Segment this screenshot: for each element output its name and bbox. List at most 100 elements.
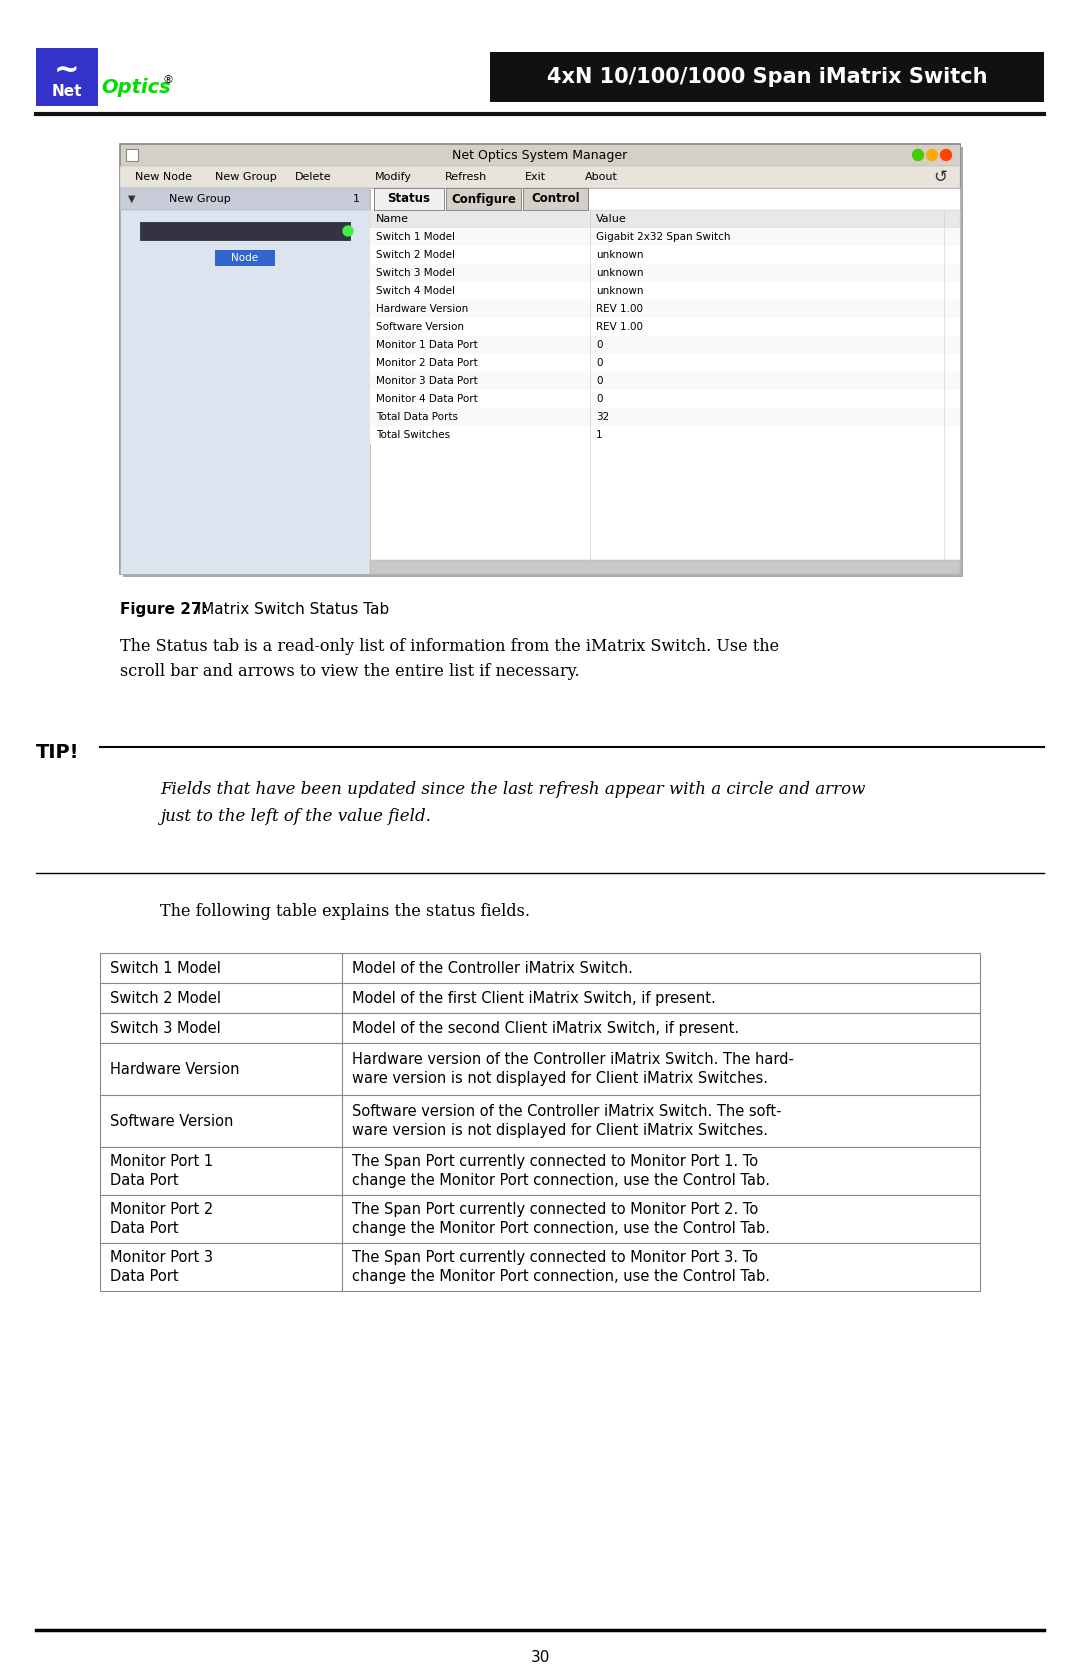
- Bar: [370, 264, 960, 282]
- Text: Fields that have been updated since the last refresh appear with a circle and ar: Fields that have been updated since the …: [160, 781, 865, 824]
- Bar: [100, 1195, 980, 1243]
- Text: Software version of the Controller iMatrix Switch. The soft-
ware version is not: Software version of the Controller iMatr…: [352, 1103, 782, 1138]
- Bar: [370, 354, 960, 372]
- Bar: [123, 147, 963, 577]
- Text: Control: Control: [531, 192, 580, 205]
- Text: Hardware Version: Hardware Version: [110, 1061, 240, 1077]
- Text: Monitor 3 Data Port: Monitor 3 Data Port: [376, 376, 477, 386]
- Text: Hardware version of the Controller iMatrix Switch. The hard-
ware version is not: Hardware version of the Controller iMatr…: [352, 1051, 794, 1087]
- Text: The Span Port currently connected to Monitor Port 3. To
change the Monitor Port : The Span Port currently connected to Mon…: [352, 1250, 770, 1285]
- Bar: [370, 426, 960, 444]
- Bar: [100, 1043, 980, 1095]
- Text: The Status tab is a read-only list of information from the iMatrix Switch. Use t: The Status tab is a read-only list of in…: [120, 638, 779, 681]
- Bar: [370, 282, 960, 300]
- Circle shape: [941, 150, 951, 160]
- Text: New Group: New Group: [215, 172, 276, 182]
- Text: Total Data Ports: Total Data Ports: [376, 412, 458, 422]
- Text: unknown: unknown: [596, 269, 644, 279]
- Bar: [120, 144, 960, 574]
- Text: 32: 32: [596, 412, 609, 422]
- Bar: [100, 1013, 980, 1043]
- Text: Monitor 1 Data Port: Monitor 1 Data Port: [376, 340, 477, 350]
- Text: 0: 0: [596, 357, 603, 367]
- Bar: [100, 1095, 980, 1147]
- Text: TIP!: TIP!: [36, 743, 80, 763]
- Text: About: About: [585, 172, 618, 182]
- Text: Switch 1 Model: Switch 1 Model: [110, 960, 221, 975]
- Text: 1: 1: [353, 194, 360, 204]
- Bar: [120, 189, 370, 210]
- Text: Switch 2 Model: Switch 2 Model: [110, 990, 221, 1005]
- Text: Switch 2 Model: Switch 2 Model: [376, 250, 455, 260]
- Circle shape: [927, 150, 937, 160]
- Text: Monitor Port 3
Data Port: Monitor Port 3 Data Port: [110, 1250, 213, 1285]
- Text: Refresh: Refresh: [445, 172, 487, 182]
- Text: ▼: ▼: [129, 194, 136, 204]
- Bar: [370, 300, 960, 319]
- Bar: [126, 149, 138, 160]
- Bar: [140, 222, 350, 240]
- Text: Name: Name: [376, 214, 409, 224]
- Text: ~: ~: [54, 55, 80, 85]
- Text: ®: ®: [163, 75, 174, 85]
- Text: The Span Port currently connected to Monitor Port 1. To
change the Monitor Port : The Span Port currently connected to Mon…: [352, 1153, 770, 1188]
- Text: 0: 0: [596, 340, 603, 350]
- Bar: [100, 1147, 980, 1195]
- Bar: [370, 391, 960, 407]
- Bar: [100, 953, 980, 983]
- Text: Status: Status: [388, 192, 431, 205]
- Text: REV 1.00: REV 1.00: [596, 322, 643, 332]
- Text: unknown: unknown: [596, 250, 644, 260]
- Text: The Span Port currently connected to Monitor Port 2. To
change the Monitor Port : The Span Port currently connected to Mon…: [352, 1202, 770, 1237]
- Bar: [370, 189, 960, 574]
- Bar: [120, 189, 370, 574]
- Bar: [370, 210, 960, 574]
- Text: Model of the Controller iMatrix Switch.: Model of the Controller iMatrix Switch.: [352, 960, 633, 975]
- Text: ↺: ↺: [933, 169, 947, 185]
- Text: Hardware Version: Hardware Version: [376, 304, 469, 314]
- Text: REV 1.00: REV 1.00: [596, 304, 643, 314]
- Text: Switch 3 Model: Switch 3 Model: [376, 269, 455, 279]
- Text: 0: 0: [596, 394, 603, 404]
- Text: Delete: Delete: [295, 172, 332, 182]
- Text: Switch 1 Model: Switch 1 Model: [376, 232, 455, 242]
- Text: Node: Node: [231, 254, 258, 264]
- Text: New Group: New Group: [170, 194, 231, 204]
- Bar: [490, 52, 1044, 102]
- Text: Software Version: Software Version: [110, 1113, 233, 1128]
- Text: Net: Net: [52, 83, 82, 98]
- Circle shape: [913, 150, 923, 160]
- Text: Configure: Configure: [451, 192, 516, 205]
- Text: Monitor 4 Data Port: Monitor 4 Data Port: [376, 394, 477, 404]
- Text: Monitor Port 2
Data Port: Monitor Port 2 Data Port: [110, 1202, 213, 1237]
- Text: Total Switches: Total Switches: [376, 431, 450, 441]
- Text: The following table explains the status fields.: The following table explains the status …: [160, 903, 530, 920]
- Text: 0: 0: [596, 376, 603, 386]
- Text: Model of the second Client iMatrix Switch, if present.: Model of the second Client iMatrix Switc…: [352, 1020, 739, 1035]
- Bar: [523, 189, 588, 210]
- Text: Monitor Port 1
Data Port: Monitor Port 1 Data Port: [110, 1153, 213, 1188]
- Bar: [370, 407, 960, 426]
- Text: Switch 3 Model: Switch 3 Model: [110, 1020, 220, 1035]
- Text: Modify: Modify: [375, 172, 411, 182]
- Circle shape: [343, 225, 353, 235]
- Bar: [370, 372, 960, 391]
- Text: Gigabit 2x32 Span Switch: Gigabit 2x32 Span Switch: [596, 232, 730, 242]
- Bar: [120, 144, 960, 165]
- Bar: [370, 210, 960, 229]
- Bar: [374, 189, 444, 210]
- Text: Model of the first Client iMatrix Switch, if present.: Model of the first Client iMatrix Switch…: [352, 990, 716, 1005]
- Text: Exit: Exit: [525, 172, 546, 182]
- Text: Monitor 2 Data Port: Monitor 2 Data Port: [376, 357, 477, 367]
- Text: New Node: New Node: [135, 172, 192, 182]
- Text: Value: Value: [596, 214, 626, 224]
- Text: Figure 27:: Figure 27:: [120, 603, 207, 618]
- Text: Net Optics System Manager: Net Optics System Manager: [453, 149, 627, 162]
- Text: iMatrix Switch Status Tab: iMatrix Switch Status Tab: [192, 603, 389, 618]
- Text: 1: 1: [596, 431, 603, 441]
- Bar: [120, 165, 960, 189]
- Bar: [100, 983, 980, 1013]
- Bar: [215, 250, 275, 265]
- Text: 4xN 10/100/1000 Span iMatrix Switch: 4xN 10/100/1000 Span iMatrix Switch: [546, 67, 987, 87]
- Text: 30: 30: [530, 1651, 550, 1666]
